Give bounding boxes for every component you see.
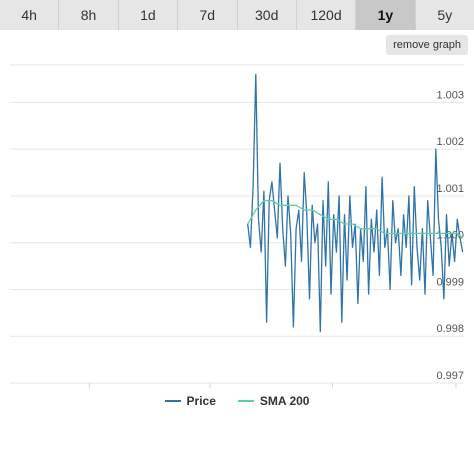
- y-tick-label: 1.001: [436, 183, 464, 195]
- y-tick-label: 0.997: [436, 370, 464, 382]
- legend-label-sma200: SMA 200: [259, 394, 310, 408]
- tab-4h[interactable]: 4h: [0, 0, 60, 30]
- tab-8h[interactable]: 8h: [59, 0, 119, 30]
- tab-1d[interactable]: 1d: [118, 0, 179, 30]
- tab-120d[interactable]: 120d: [296, 0, 357, 30]
- y-tick-label: 1.000: [436, 230, 464, 242]
- tab-1y[interactable]: 1y: [356, 0, 416, 30]
- series-line-sma200: [247, 199, 464, 239]
- tab-30d[interactable]: 30d: [237, 0, 297, 30]
- series-line-price: [247, 73, 464, 333]
- range-tabs: 4h 8h 1d 7d 30d 120d 1y 5y: [0, 0, 474, 30]
- tab-7d[interactable]: 7d: [178, 0, 238, 30]
- legend-swatch-price: [164, 400, 181, 402]
- y-tick-label: 1.002: [436, 136, 464, 148]
- legend-label-price: Price: [186, 394, 216, 408]
- remove-graph-button[interactable]: remove graph: [386, 35, 468, 55]
- legend-swatch-sma200: [237, 400, 254, 402]
- legend-item-price[interactable]: Price: [164, 394, 216, 408]
- y-tick-label: 0.998: [436, 323, 464, 335]
- tab-5y[interactable]: 5y: [415, 0, 474, 30]
- y-tick-label: 1.003: [436, 89, 464, 101]
- legend-item-sma200[interactable]: SMA 200: [237, 394, 310, 408]
- y-tick-label: 0.999: [436, 276, 464, 288]
- chart-legend: Price SMA 200: [0, 391, 474, 411]
